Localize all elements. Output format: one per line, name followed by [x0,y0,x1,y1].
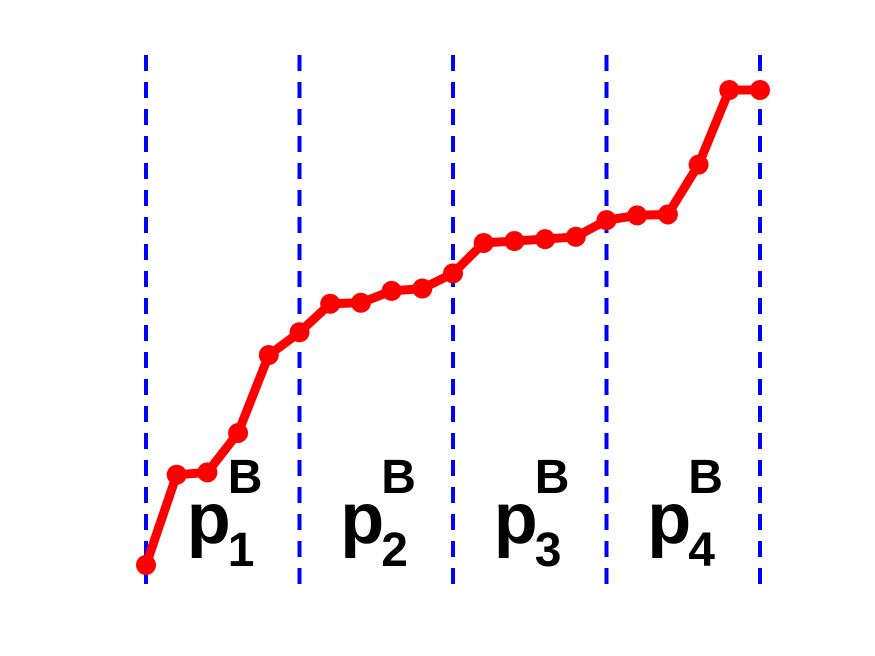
data-point [504,231,525,252]
segment-label-sub: 1 [228,524,255,577]
data-point [596,210,617,231]
segment-label-base: p [647,479,691,559]
data-point [320,293,341,314]
segment-label-sup: B [535,451,570,504]
data-point [197,462,218,483]
segment-label-sup: B [688,451,723,504]
data-series [136,80,770,575]
segment-label-3: pB 3 [494,451,570,577]
data-point [565,226,586,247]
segment-label-4: pB 4 [647,451,723,577]
segment-label-base: p [187,479,231,559]
segment-labels: pB1 pB2 pB3 pB4 [187,451,723,577]
data-point [258,345,279,366]
data-point [657,204,678,225]
segment-dividers [144,55,762,585]
segment-label-1: pB 1 [187,451,263,577]
data-point [136,555,156,575]
data-point [166,464,187,485]
data-point [289,322,310,343]
data-point [228,422,249,443]
segment-label-sup: B [381,451,416,504]
segment-label-2: pB 2 [340,451,416,577]
data-point [688,154,709,175]
segment-label-base: p [340,479,384,559]
data-point [473,232,494,253]
data-point [535,229,556,250]
data-point [412,278,433,299]
segment-label-sub: 3 [535,524,562,577]
data-point [719,80,740,100]
data-point [750,80,770,100]
segment-label-sub: 4 [688,524,715,577]
data-point [350,292,371,313]
data-point [381,280,402,301]
segment-label-sub: 2 [381,524,408,577]
data-point [443,263,463,284]
segment-label-base: p [494,479,538,559]
segment-label-sup: B [228,451,263,504]
data-point [627,205,648,226]
